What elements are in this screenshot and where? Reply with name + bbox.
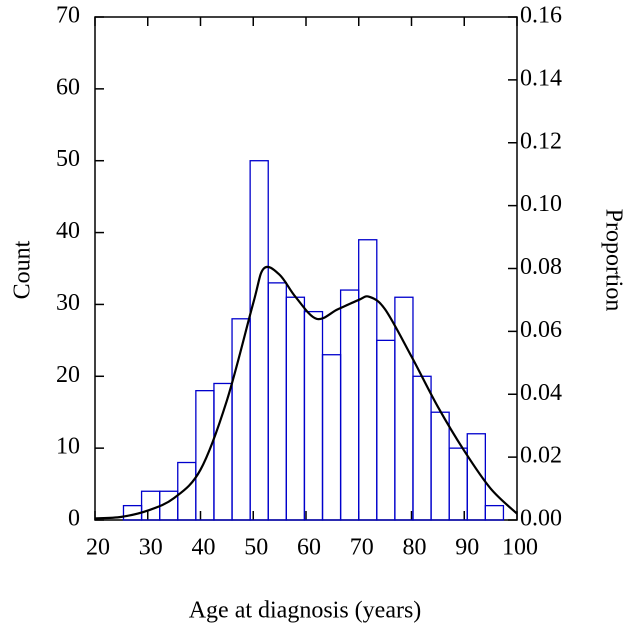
y2-tick-label: 0.08 <box>520 254 562 280</box>
bar <box>249 160 269 521</box>
y2-tick-label: 0.14 <box>520 65 562 91</box>
y-tick-label: 60 <box>56 74 80 100</box>
x-tick-label: 90 <box>455 535 479 561</box>
x-axis-label: Age at diagnosis (years) <box>189 598 422 624</box>
bar <box>466 433 486 521</box>
y-tick-label: 20 <box>56 362 80 388</box>
x-tick-label: 20 <box>86 535 110 561</box>
x-tick-label: 50 <box>244 535 268 561</box>
x-tick-label: 30 <box>139 535 163 561</box>
x-tick-label: 40 <box>192 535 216 561</box>
y-tick-label: 50 <box>56 146 80 172</box>
y2-tick-label: 0.02 <box>520 443 562 469</box>
bar <box>285 296 306 521</box>
bar <box>177 461 197 521</box>
plot-frame <box>94 16 518 521</box>
y-tick-label: 70 <box>56 3 80 29</box>
y-axis-label: Count <box>10 240 36 299</box>
y2-tick-label: 0.16 <box>520 3 562 29</box>
bar <box>430 411 450 521</box>
bar <box>358 239 378 521</box>
bar <box>303 310 324 521</box>
x-tick-label: 80 <box>403 535 427 561</box>
y2-tick-label: 0.12 <box>520 128 562 154</box>
y-tick-label: 10 <box>56 434 80 460</box>
density-line <box>94 265 518 520</box>
y-tick-label: 30 <box>56 290 80 316</box>
bar <box>140 490 161 521</box>
bar <box>484 504 505 521</box>
bar <box>412 375 432 521</box>
bar <box>376 339 396 521</box>
y2-tick-label: 0.00 <box>520 506 562 532</box>
bar <box>267 282 287 521</box>
y-tick-label: 40 <box>56 218 80 244</box>
x-tick-label: 70 <box>350 535 374 561</box>
y2-axis-label: Proportion <box>600 209 626 312</box>
bar <box>321 354 342 521</box>
y2-tick-label: 0.06 <box>520 317 562 343</box>
y-tick-label: 0 <box>68 506 80 532</box>
bar <box>339 289 360 521</box>
bar <box>448 447 468 521</box>
y2-tick-label: 0.10 <box>520 191 562 217</box>
bar <box>213 382 233 521</box>
x-tick-label: 100 <box>502 535 538 561</box>
y2-tick-label: 0.04 <box>520 380 562 406</box>
bar <box>195 390 215 521</box>
x-tick-label: 60 <box>297 535 321 561</box>
